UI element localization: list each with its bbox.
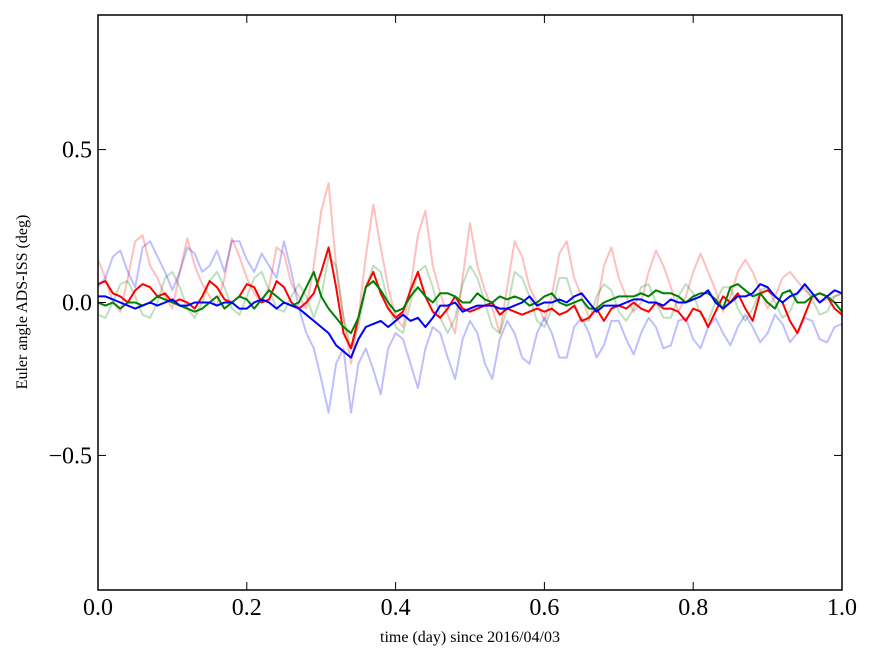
y-tick-label: 0.5: [62, 138, 92, 164]
series-line-roll-raw: [98, 182, 842, 365]
series-line-yaw: [98, 283, 842, 359]
y-tick-label: −0.5: [48, 443, 92, 469]
series-layer: [98, 182, 842, 414]
x-tick-label: 0.2: [232, 595, 262, 621]
y-tick-label: 0.0: [62, 291, 92, 317]
x-tick-label: 0.0: [83, 595, 113, 621]
x-axis-label: time (day) since 2016/04/03: [380, 629, 560, 646]
ticks-layer: 0.0 0.2 0.4 0.6 0.8 1.0 −0.5 0.0 0.5: [48, 15, 857, 621]
y-axis-label: Euler angle ADS-ISS (deg): [14, 215, 31, 390]
series-line-pitch-raw: [98, 255, 842, 350]
series-line-yaw-raw: [98, 240, 842, 414]
series-line-roll: [98, 246, 842, 350]
x-tick-label: 0.6: [529, 595, 559, 621]
x-tick-label: 1.0: [827, 595, 857, 621]
x-tick-label: 0.4: [381, 595, 411, 621]
x-tick-label: 0.8: [678, 595, 708, 621]
